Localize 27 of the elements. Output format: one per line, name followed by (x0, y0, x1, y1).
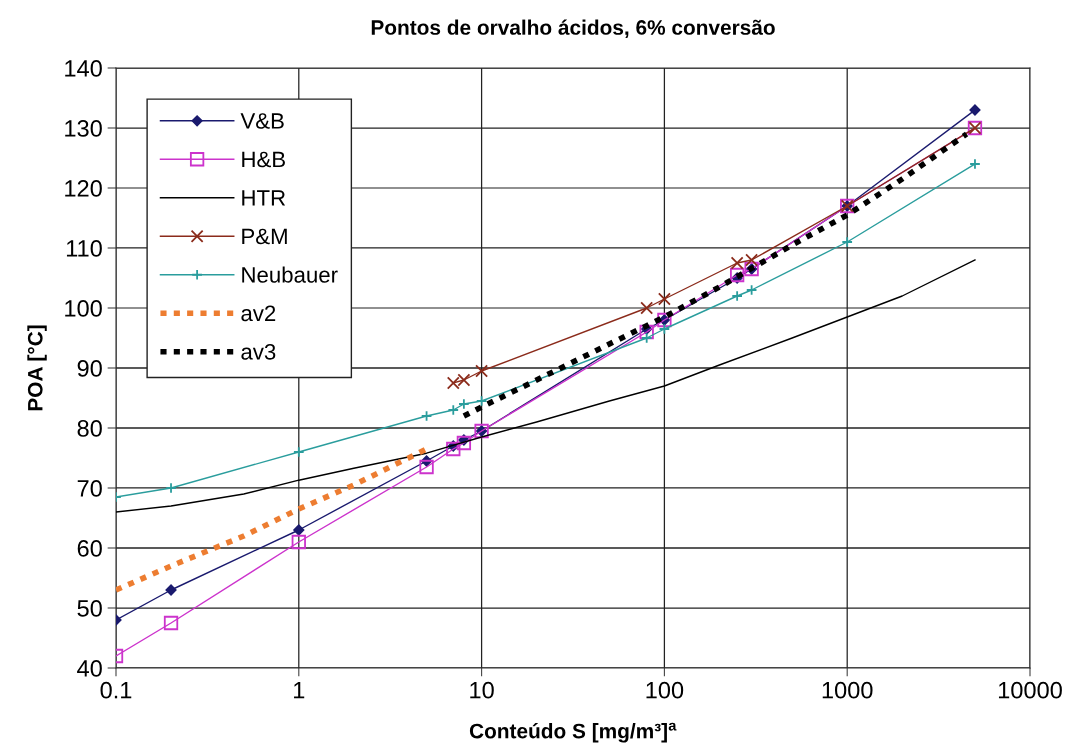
y-tick-label: 130 (65, 120, 102, 137)
legend-label: H&B (242, 151, 285, 168)
y-tick-label: 80 (77, 420, 102, 437)
x-tick-label: 10 (470, 681, 494, 699)
x-tick-label: 0.1 (100, 681, 132, 699)
x-tick-label: 1 (294, 682, 305, 699)
y-tick-label: 100 (65, 300, 102, 317)
x-tick-label: 10000 (998, 681, 1062, 699)
legend-label: av2 (241, 305, 276, 322)
legend-label: HTR (242, 190, 286, 206)
x-tick-label: 1000 (822, 681, 873, 699)
legend-label: av3 (241, 343, 276, 360)
x-axis-title: Conteúdo S [mg/m³]$^{a}$ (469, 722, 677, 743)
y-tick-label: 40 (77, 660, 102, 677)
y-axis-title: POA [°C] (27, 325, 47, 411)
legend-label: P&M (242, 228, 287, 245)
y-tick-label: 120 (65, 180, 102, 197)
x-tick-label: 100 (646, 681, 684, 699)
y-tick-label: 140 (65, 60, 102, 77)
legend-label: V&B (240, 113, 284, 129)
y-tick-label: 90 (77, 360, 102, 377)
legend-label: Neubauer (242, 266, 338, 283)
y-tick-label: 50 (77, 600, 102, 617)
y-tick-label: 110 (66, 240, 102, 257)
y-tick-label: 60 (77, 540, 102, 557)
y-tick-label: 70 (77, 480, 102, 497)
chart-title: Pontos de orvalho ácidos, 6% conversão (371, 19, 775, 38)
